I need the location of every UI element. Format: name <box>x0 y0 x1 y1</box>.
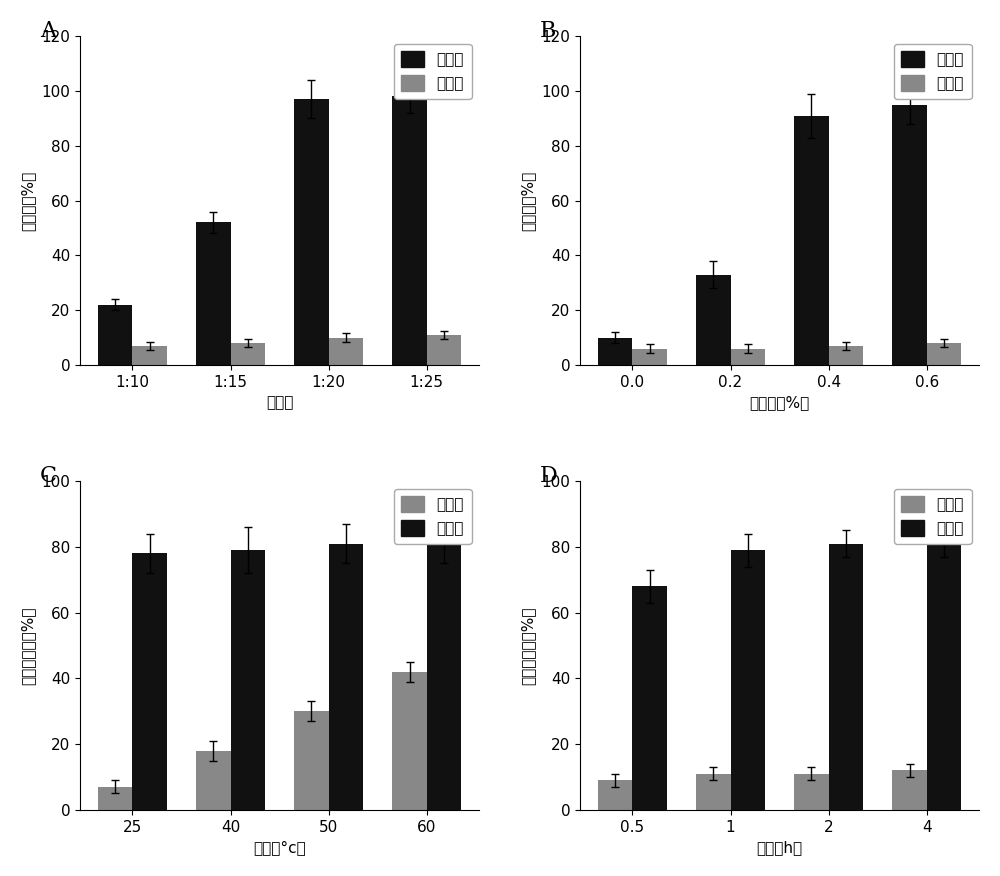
Bar <box>632 586 667 810</box>
Bar <box>598 781 632 810</box>
Bar <box>696 274 731 365</box>
Bar <box>132 554 167 810</box>
Bar <box>329 337 363 365</box>
Legend: 对照组, 实验组: 对照组, 实验组 <box>394 489 472 544</box>
Bar <box>294 711 329 810</box>
Bar <box>98 787 132 810</box>
Bar <box>927 343 961 365</box>
Bar <box>231 550 265 810</box>
Y-axis label: 壳膜溶解率（%）: 壳膜溶解率（%） <box>21 606 36 685</box>
Bar <box>196 751 231 810</box>
Legend: 对照组, 实验组: 对照组, 实验组 <box>894 489 972 544</box>
Bar <box>794 116 829 365</box>
X-axis label: 时间（h）: 时间（h） <box>757 840 803 855</box>
Text: A: A <box>40 20 56 42</box>
Bar <box>892 104 927 365</box>
Bar <box>427 335 461 365</box>
Bar <box>329 544 363 810</box>
Bar <box>731 550 765 810</box>
Bar <box>696 774 731 810</box>
Y-axis label: 壳膜溶解率（%）: 壳膜溶解率（%） <box>521 606 536 685</box>
Bar <box>598 337 632 365</box>
X-axis label: 料液比: 料液比 <box>266 395 293 410</box>
Bar <box>231 343 265 365</box>
Legend: 实验组, 对照组: 实验组, 对照组 <box>894 44 972 99</box>
Bar <box>927 540 961 810</box>
X-axis label: 温度（°c）: 温度（°c） <box>253 840 306 855</box>
Text: B: B <box>540 20 556 42</box>
Bar <box>892 770 927 810</box>
Bar <box>294 99 329 365</box>
Bar <box>427 540 461 810</box>
Text: D: D <box>540 464 558 487</box>
Bar <box>196 223 231 365</box>
Y-axis label: 溶解率（%）: 溶解率（%） <box>21 171 36 230</box>
Bar <box>132 346 167 365</box>
Y-axis label: 溶解率（%）: 溶解率（%） <box>521 171 536 230</box>
X-axis label: 碌浓度（%）: 碌浓度（%） <box>749 395 810 410</box>
Bar <box>98 305 132 365</box>
Bar <box>829 346 863 365</box>
Bar <box>731 349 765 365</box>
Bar <box>794 774 829 810</box>
Text: C: C <box>40 464 57 487</box>
Legend: 实验组, 对照组: 实验组, 对照组 <box>394 44 472 99</box>
Bar <box>829 544 863 810</box>
Bar <box>392 96 427 365</box>
Bar <box>632 349 667 365</box>
Bar <box>392 672 427 810</box>
